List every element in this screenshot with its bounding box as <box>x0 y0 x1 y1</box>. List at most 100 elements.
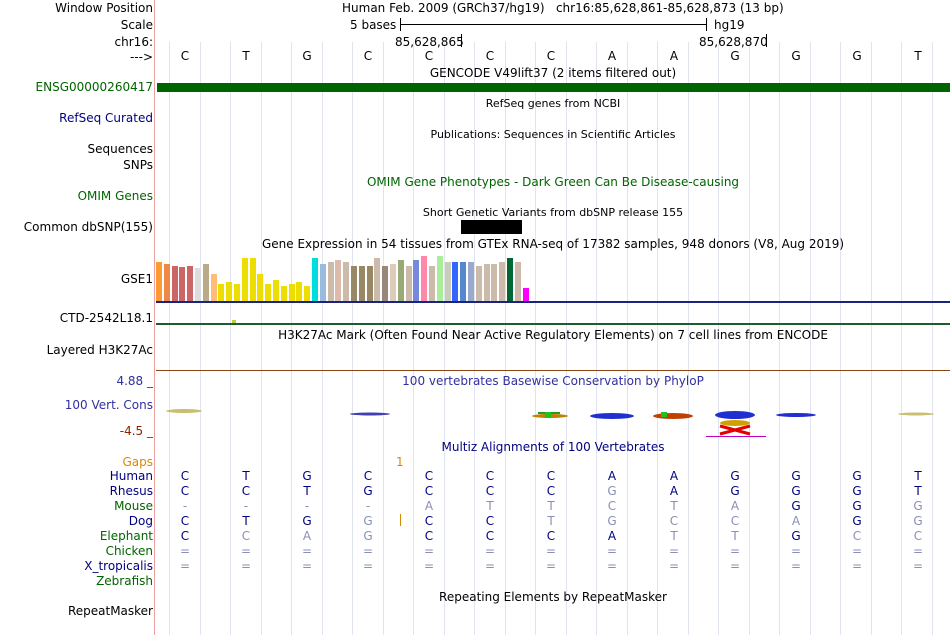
repeatmasker-track-title[interactable]: Repeating Elements by RepeatMasker <box>439 590 667 604</box>
gtex-bar[interactable] <box>483 264 490 302</box>
alignment-base: - <box>182 499 188 513</box>
gtex-bar[interactable] <box>257 274 264 302</box>
omim-track-title[interactable]: OMIM Gene Phenotypes - Dark Green Can Be… <box>366 175 740 189</box>
gtex-bar[interactable] <box>499 262 506 302</box>
gtex-bar[interactable] <box>218 284 225 302</box>
species-label-chicken[interactable]: Chicken <box>105 544 153 558</box>
gtex-bar[interactable] <box>452 262 459 302</box>
gtex-bar[interactable] <box>202 264 209 302</box>
gtex-bar[interactable] <box>397 260 404 302</box>
gtex-bar[interactable] <box>210 274 217 302</box>
gtex-bar[interactable] <box>413 260 420 302</box>
species-label-rhesus[interactable]: Rhesus <box>109 484 153 498</box>
dbsnp-label[interactable]: Common dbSNP(155) <box>23 220 153 234</box>
alignment-base: = <box>912 544 924 558</box>
base-letter: T <box>242 49 250 63</box>
gtex-label[interactable]: GSE1 <box>120 272 153 286</box>
omim-label[interactable]: OMIM Genes <box>77 189 153 203</box>
gtex-bar[interactable] <box>195 268 201 302</box>
gtex-bar[interactable] <box>265 284 272 302</box>
gaps-label[interactable]: Gaps <box>122 455 153 469</box>
gtex-bar[interactable] <box>319 264 326 302</box>
gtex-bar[interactable] <box>280 286 287 302</box>
snps-label[interactable]: SNPs <box>123 158 153 172</box>
gtex-bar[interactable] <box>163 264 170 302</box>
gtex-bar[interactable] <box>234 284 240 302</box>
species-label-elephant[interactable]: Elephant <box>99 529 153 543</box>
strand-arrow-label[interactable]: ---> <box>129 50 153 64</box>
gtex-bar[interactable] <box>468 262 474 302</box>
gencode-gene-bar[interactable] <box>157 83 950 92</box>
h3k27ac-track-title[interactable]: H3K27Ac Mark (Often Found Near Active Re… <box>278 328 828 342</box>
refseq-track-title[interactable]: RefSeq genes from NCBI <box>485 97 621 110</box>
gtex-bar[interactable] <box>522 288 529 302</box>
alignment-base: G <box>302 469 312 483</box>
species-label-mouse[interactable]: Mouse <box>114 499 153 513</box>
gencode-item-label[interactable]: ENSG00000260417 <box>35 80 153 94</box>
gtex-bar[interactable] <box>358 266 365 302</box>
gtex-bar[interactable] <box>241 258 248 302</box>
publications-track-title[interactable]: Publications: Sequences in Scientific Ar… <box>430 128 676 141</box>
gtex-bar[interactable] <box>382 266 389 302</box>
gtex-bar-chart[interactable] <box>156 252 536 302</box>
gtex-bar[interactable] <box>288 284 295 302</box>
gtex-bar[interactable] <box>335 260 342 302</box>
gtex-bar[interactable] <box>421 256 428 302</box>
species-label-human[interactable]: Human <box>109 469 153 483</box>
gtex-track-title[interactable]: Gene Expression in 54 tissues from GTEx … <box>261 237 845 251</box>
h3k27ac-label[interactable]: Layered H3K27Ac <box>46 343 153 357</box>
gtex-bar[interactable] <box>390 264 396 302</box>
gtex-bar[interactable] <box>304 286 311 302</box>
gtex-bar[interactable] <box>366 266 373 302</box>
gtex-bar[interactable] <box>327 262 334 302</box>
gtex-bar[interactable] <box>343 262 350 302</box>
gtex-bar[interactable] <box>312 258 318 302</box>
multiz-track-title[interactable]: Multiz Alignments of 100 Vertebrates <box>441 440 665 454</box>
gtex-bar[interactable] <box>405 266 412 302</box>
species-label-zebrafish[interactable]: Zebrafish <box>96 574 153 588</box>
gtex-bar[interactable] <box>429 266 435 302</box>
gtex-bar[interactable] <box>475 266 482 302</box>
dbsnp-track-title[interactable]: Short Genetic Variants from dbSNP releas… <box>422 206 684 219</box>
gtex-bar[interactable] <box>171 266 178 302</box>
gtex-bar[interactable] <box>507 258 513 302</box>
gtex-bar[interactable] <box>249 258 256 302</box>
gtex-bar[interactable] <box>491 264 498 302</box>
alignment-base: C <box>485 529 495 543</box>
gtex-bar[interactable] <box>156 262 162 302</box>
alignment-base: A <box>424 499 434 513</box>
ctd-gene-line[interactable] <box>156 323 950 325</box>
alignment-base: C <box>180 469 190 483</box>
gtex-bar[interactable] <box>351 266 357 302</box>
conservation-logo-plot[interactable] <box>156 400 950 440</box>
refseq-label[interactable]: RefSeq Curated <box>59 111 153 125</box>
species-label-x_tropicalis[interactable]: X_tropicalis <box>84 559 153 573</box>
gtex-bar[interactable] <box>514 262 521 302</box>
gtex-bar[interactable] <box>460 262 467 302</box>
repeatmasker-label[interactable]: RepeatMasker <box>67 604 153 618</box>
gtex-bar[interactable] <box>187 266 194 302</box>
species-label-dog[interactable]: Dog <box>128 514 153 528</box>
alignment-base: T <box>486 499 494 513</box>
dbsnp-variant-block[interactable] <box>461 220 522 234</box>
gridline <box>779 42 780 635</box>
sequences-label[interactable]: Sequences <box>87 142 153 156</box>
gtex-bar[interactable] <box>273 280 279 302</box>
position-left: 85,628,865 <box>395 35 464 49</box>
alignment-base: = <box>362 544 374 558</box>
gtex-bar[interactable] <box>296 282 303 302</box>
ctd-label[interactable]: CTD-2542L18.1 <box>59 311 153 325</box>
gtex-bar[interactable] <box>436 256 443 302</box>
conservation-label[interactable]: 100 Vert. Cons <box>64 398 153 412</box>
scale-bar <box>400 24 706 25</box>
alignment-base: C <box>241 529 251 543</box>
gtex-bar[interactable] <box>374 258 381 302</box>
gridline <box>321 42 323 635</box>
alignment-base: G <box>913 499 923 513</box>
alignment-base: = <box>790 559 802 573</box>
gtex-bar[interactable] <box>444 262 451 302</box>
gtex-bar[interactable] <box>179 267 186 302</box>
conservation-track-title[interactable]: 100 vertebrates Basewise Conservation by… <box>402 374 704 388</box>
gencode-track-title[interactable]: GENCODE V49lift37 (2 items filtered out) <box>429 66 677 80</box>
gtex-bar[interactable] <box>226 282 233 302</box>
